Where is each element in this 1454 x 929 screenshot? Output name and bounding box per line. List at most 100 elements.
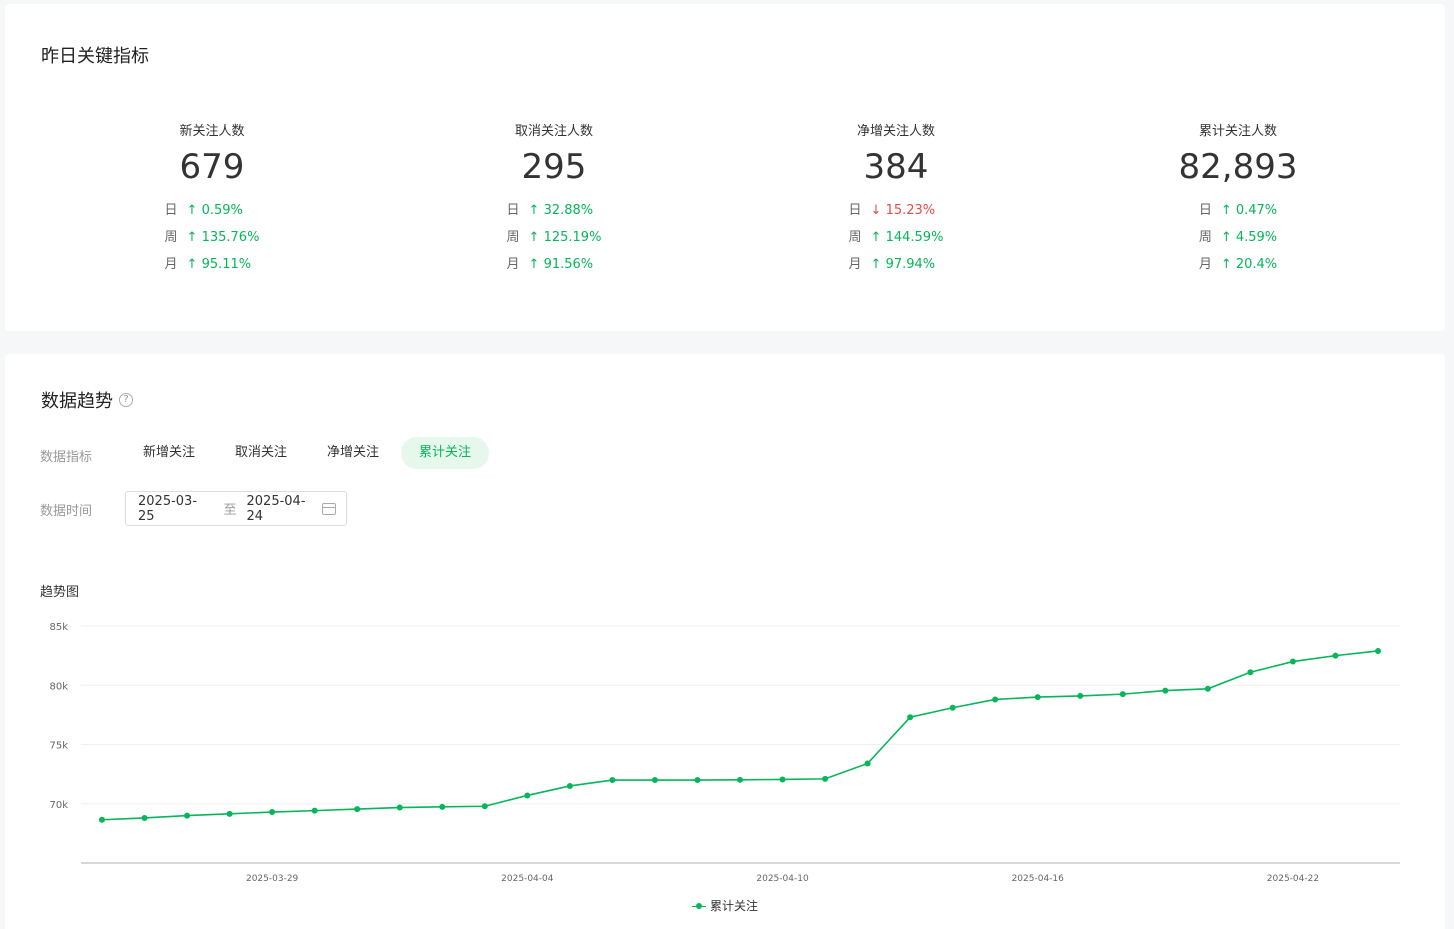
time-label: 数据时间 [40,504,93,519]
delta-percent: 4.59% [1235,230,1278,245]
data-point[interactable] [354,806,361,813]
delta-value: ↑ 0.47% [1221,197,1277,224]
delta-percent: 15.23% [885,203,936,218]
delta-percent: 91.56% [543,257,594,272]
data-point[interactable] [694,777,701,784]
delta-percent: 95.11% [201,257,252,272]
data-point[interactable] [1289,658,1296,665]
metric-value: 82,893 [1178,147,1298,187]
data-point[interactable] [481,803,488,810]
delta-row: 月 ↑ 91.56% [507,251,602,278]
delta-row: 日 ↓ 15.23% [849,197,944,224]
metric-value: 295 [521,147,587,187]
delta-row: 周 ↑ 135.76% [165,224,260,251]
data-point[interactable] [1332,652,1339,659]
data-point[interactable] [1247,669,1254,676]
delta-value: ↑ 4.59% [1221,224,1277,251]
x-tick-label: 2025-04-10 [756,874,809,884]
data-point[interactable] [737,776,743,783]
delta-period: 周 [1198,230,1212,245]
metric-deltas: 日 ↑ 0.47% 周 ↑ 4.59% 月 ↑ 20.4% [1199,197,1277,278]
delta-value: ↑ 95.11% [187,251,252,278]
legend-label: 累计关注 [709,899,758,913]
metric-column: 累计关注人数 82,893 日 ↑ 0.47% 周 ↑ 4.59% 月 ↑ 20.4% [1118,120,1358,278]
arrow-up-icon: ↑ [528,230,540,245]
data-point[interactable] [949,704,956,711]
data-point[interactable] [566,782,573,789]
delta-row: 月 ↑ 97.94% [849,251,944,278]
delta-row: 日 ↑ 0.47% [1199,197,1277,224]
help-icon[interactable]: ? [119,393,133,407]
data-point[interactable] [1077,692,1084,699]
y-tick-label: 80k [49,681,68,692]
data-point[interactable] [396,804,403,811]
data-point[interactable] [1375,647,1381,654]
x-tick-label: 2025-04-16 [1012,874,1065,884]
arrow-up-icon: ↑ [186,257,198,272]
x-tick-label: 2025-04-22 [1267,874,1319,884]
data-point[interactable] [779,776,786,783]
arrow-up-icon: ↑ [1220,203,1232,218]
key-metrics-title: 昨日关键指标 [41,46,149,67]
y-tick-label: 85k [49,622,68,633]
data-point[interactable] [226,810,233,817]
data-point[interactable] [141,814,148,821]
data-point[interactable] [992,696,999,703]
delta-value: ↑ 91.56% [529,251,594,278]
y-tick-label: 75k [49,741,68,752]
data-point[interactable] [269,809,276,816]
data-point[interactable] [1119,691,1126,698]
metric-column: 新关注人数 679 日 ↑ 0.59% 周 ↑ 135.76% 月 ↑ 95.11% [92,120,332,278]
tab-new-follow[interactable]: 新增关注 [143,445,196,460]
arrow-up-icon: ↑ [186,203,198,218]
delta-row: 周 ↑ 125.19% [507,224,602,251]
metric-label: 取消关注人数 [514,124,593,139]
data-point[interactable] [609,777,616,784]
data-point[interactable] [1162,687,1169,694]
data-point[interactable] [864,760,871,767]
delta-row: 月 ↑ 95.11% [165,251,260,278]
data-point[interactable] [524,792,531,799]
arrow-up-icon: ↑ [870,230,882,245]
arrow-up-icon: ↑ [186,230,198,245]
delta-value: ↑ 20.4% [1221,251,1277,278]
data-point[interactable] [822,775,829,782]
data-point[interactable] [1034,694,1041,701]
trend-chart: 70k 75k 80k 85k 2025-03-29 2025-04-04 2025-04-… [49,622,1400,884]
chart-title: 趋势图 [40,585,80,600]
trend-card: 数据趋势 ? 数据指标 新增关注 取消关注 净增关注 累计关注 数据时间 2025-0… [5,354,1445,929]
indicator-tabs: 新增关注 取消关注 净增关注 累计关注 [125,437,493,469]
tab-unfollow[interactable]: 取消关注 [235,445,288,460]
calendar-icon[interactable] [322,502,336,515]
arrow-up-icon: ↑ [1220,257,1232,272]
legend-swatch [691,901,706,911]
tab-total-follow[interactable]: 累计关注 [401,437,490,469]
delta-percent: 0.47% [1235,203,1278,218]
data-point[interactable] [439,803,446,810]
y-tick-label: 70k [49,800,68,811]
data-point[interactable] [99,816,105,823]
delta-period: 周 [848,230,862,245]
key-metrics-card: 昨日关键指标 新关注人数 679 日 ↑ 0.59% 周 ↑ 135.76% 月 ↑ 95.1… [5,4,1445,331]
date-start[interactable]: 2025-03-25 [138,493,198,524]
trend-title-text: 数据趋势 [41,391,113,412]
date-end[interactable]: 2025-04-24 [246,493,306,524]
data-point[interactable] [907,714,914,721]
delta-value: ↓ 15.23% [871,197,936,224]
delta-percent: 125.19% [543,230,602,245]
data-point[interactable] [184,812,191,819]
date-range-picker[interactable]: 2025-03-25 至 2025-04-24 [125,491,347,526]
delta-percent: 32.88% [543,203,594,218]
delta-period: 日 [1198,203,1212,218]
data-point[interactable] [651,777,658,784]
data-point[interactable] [1204,685,1211,692]
delta-percent: 20.4% [1235,257,1278,272]
delta-value: ↑ 144.59% [871,224,944,251]
delta-value: ↑ 32.88% [529,197,594,224]
delta-period: 月 [164,257,178,272]
tab-net-follow[interactable]: 净增关注 [327,445,380,460]
metric-label: 累计关注人数 [1198,124,1277,139]
chart-legend[interactable]: 累计关注 [5,897,1445,914]
delta-value: ↑ 125.19% [529,224,602,251]
data-point[interactable] [311,807,318,814]
